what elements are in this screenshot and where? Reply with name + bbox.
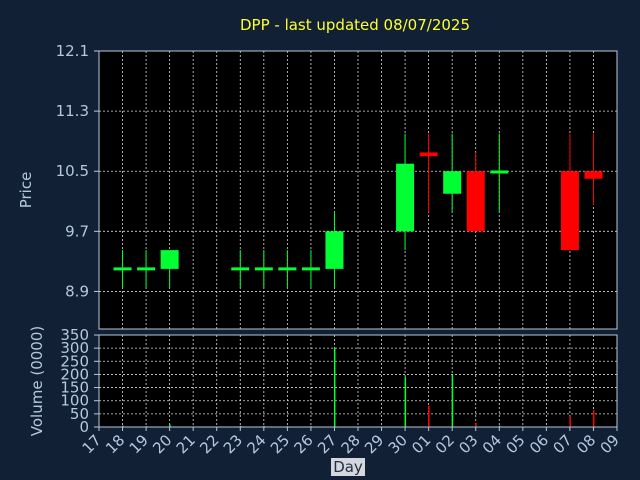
price-y-tick-label: 9.7	[65, 222, 89, 240]
volume-y-tick-label: 350	[60, 326, 89, 344]
volume-bar	[333, 348, 336, 427]
volume-bar	[428, 405, 430, 427]
candle-body	[278, 267, 297, 271]
volume-bar	[498, 425, 501, 427]
price-plot-area	[99, 51, 617, 329]
chart-title: DPP - last updated 08/07/2025	[240, 16, 470, 34]
volume-y-tick-label: 250	[60, 352, 89, 370]
price-axis-label: Price	[17, 172, 35, 209]
x-axis-label: Day	[333, 458, 363, 476]
price-y-tick-label: 12.1	[56, 42, 89, 60]
x-axis-label-box	[331, 458, 365, 476]
price-y-tick-label: 11.3	[56, 102, 89, 120]
price-y-tick-label: 8.9	[65, 282, 89, 300]
volume-bars	[122, 348, 595, 427]
volume-bar	[239, 425, 242, 427]
volume-y-tick-label: 100	[60, 392, 89, 410]
volume-y-tick-label: 0	[79, 418, 89, 436]
x-axis-label-group: Day	[331, 458, 365, 476]
volume-bar	[263, 425, 265, 427]
candle-body	[396, 163, 415, 232]
volume-y-tick-label: 200	[60, 365, 89, 383]
candle-body	[325, 231, 344, 269]
candle-body	[301, 267, 320, 271]
volume-axis-label: Volume (0000)	[28, 326, 46, 436]
price-y-ticks: 8.9 9.7 10.5 11.3 12.1	[56, 42, 99, 300]
candle-body	[560, 171, 579, 251]
price-y-tick-label: 10.5	[56, 162, 89, 180]
volume-y-tick-label: 300	[60, 339, 89, 357]
price-frame	[98, 50, 618, 330]
candle-body	[160, 250, 179, 269]
candle-body	[443, 171, 462, 194]
candle-body	[231, 267, 250, 271]
candle-body	[466, 171, 485, 232]
volume-bar	[592, 409, 595, 427]
volume-bar	[451, 374, 454, 427]
price-candles	[113, 133, 603, 288]
volume-bar	[569, 416, 571, 427]
candle-body	[113, 267, 132, 271]
candle-body	[137, 267, 156, 271]
volume-bar	[169, 424, 171, 427]
volume-y-tick-label: 150	[60, 379, 89, 397]
volume-bar	[475, 423, 477, 427]
volume-bar	[122, 425, 124, 427]
candle-body	[419, 152, 438, 157]
price-panel: 8.9 9.7 10.5 11.3 12.1 Price	[17, 42, 618, 330]
candle-body	[490, 170, 509, 174]
candle-body	[584, 171, 603, 179]
volume-bar	[404, 377, 407, 427]
candle-body	[254, 267, 273, 271]
volume-y-tick-label: 50	[70, 405, 89, 423]
